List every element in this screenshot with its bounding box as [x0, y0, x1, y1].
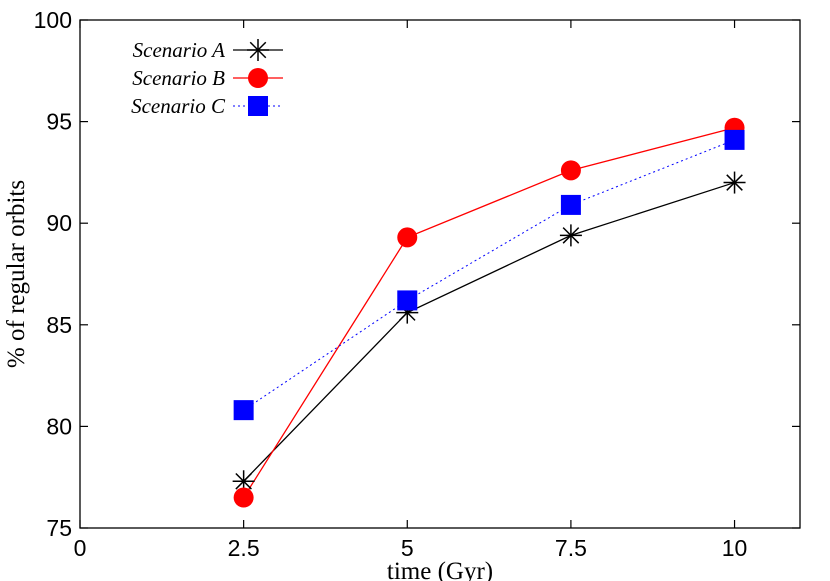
- legend: Scenario A Scenario B Scenario C: [131, 38, 283, 118]
- data-point-square: [248, 96, 268, 116]
- data-point-square: [724, 129, 745, 150]
- series-layer: [232, 117, 746, 508]
- x-tick-label: 10: [722, 535, 748, 561]
- y-axis-label: % of regular orbits: [3, 180, 30, 368]
- data-point-square: [233, 400, 254, 421]
- y-tick-label: 90: [46, 210, 72, 236]
- x-tick-label: 7.5: [555, 535, 587, 561]
- asterisk-stroke: [726, 174, 743, 191]
- asterisk-stroke: [249, 41, 267, 59]
- data-point-circle: [397, 227, 418, 248]
- y-tick-label: 95: [46, 109, 72, 135]
- plot-frame: [79, 19, 801, 529]
- x-tick-label: 0: [74, 535, 87, 561]
- data-point-circle: [233, 487, 254, 508]
- axis-ticks: 75 80 85 90 95 100 0 2.5 5 7.5 10: [34, 7, 800, 561]
- legend-label: Scenario C: [131, 94, 226, 118]
- series-markers: [233, 129, 745, 421]
- series-line: [243, 139, 735, 411]
- data-point-square: [397, 290, 418, 311]
- data-point-square: [560, 194, 581, 215]
- asterisk-stroke: [235, 472, 252, 490]
- legend-label: Scenario A: [133, 38, 226, 62]
- series-line: [243, 181, 735, 482]
- data-point-circle: [560, 160, 581, 181]
- series-scenario-c: [243, 139, 735, 411]
- series-scenario-b: [243, 127, 735, 498]
- y-tick-label: 75: [46, 515, 72, 541]
- series-markers: [232, 171, 746, 493]
- series-line: [243, 127, 735, 498]
- legend-label: Scenario B: [132, 66, 225, 90]
- x-tick-label: 2.5: [228, 535, 260, 561]
- y-tick-label: 100: [34, 7, 72, 33]
- y-tick-label: 80: [46, 413, 72, 439]
- asterisk-stroke: [562, 227, 580, 244]
- x-axis-label: time (Gyr): [387, 558, 493, 581]
- y-tick-label: 85: [46, 312, 72, 338]
- data-point-asterisk: [559, 224, 582, 247]
- data-point-asterisk: [247, 39, 269, 61]
- data-point-circle: [248, 68, 268, 88]
- series-markers: [233, 117, 745, 508]
- series-scenario-a: [243, 181, 735, 482]
- x-tick-label: 5: [401, 535, 414, 561]
- data-point-asterisk: [723, 171, 746, 194]
